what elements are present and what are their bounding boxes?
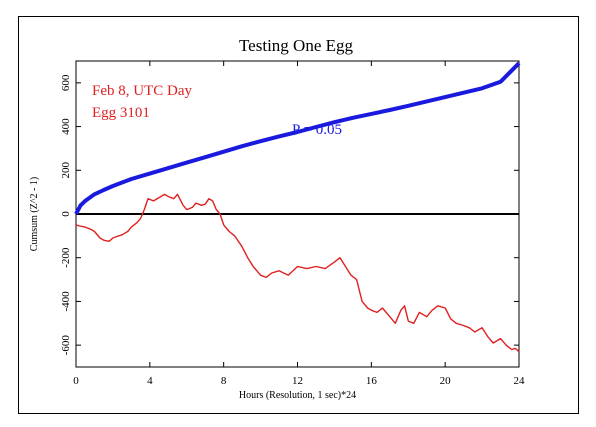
x-tick-label: 24 (514, 375, 526, 387)
x-tick-label: 16 (366, 375, 378, 387)
y-tick-label: 200 (60, 162, 72, 179)
y-axis-label: Cumsum (Z^2 - 1) (29, 177, 40, 251)
annotation-p-value: P = 0.05 (292, 122, 342, 138)
x-tick-label: 0 (73, 375, 79, 387)
y-tick-label: 400 (60, 118, 72, 135)
x-tick-label: 4 (147, 375, 153, 387)
x-tick-label: 20 (440, 375, 452, 387)
y-tick-label: -600 (60, 335, 72, 356)
chart: Testing One Egg 0 4 8 12 16 20 24 -600 -400 -200… (29, 36, 525, 401)
y-tick-label: 0 (60, 211, 72, 217)
y-tick-label: -400 (60, 291, 72, 312)
x-axis: 0 4 8 12 16 20 24 (73, 61, 525, 387)
annotation-egg: Egg 3101 (92, 105, 150, 121)
y-tick-label: 600 (60, 74, 72, 91)
chart-frame: Testing One Egg 0 4 8 12 16 20 24 -600 -400 -200… (18, 16, 579, 414)
x-axis-label: Hours (Resolution, 1 sec)*24 (239, 390, 356, 401)
series-line-probability-envelope (74, 61, 521, 215)
series-line-cumsum (75, 193, 520, 353)
series-group (74, 61, 521, 353)
x-tick-label: 8 (221, 375, 227, 387)
y-axis: -600 -400 -200 0 200 400 600 (60, 74, 519, 355)
chart-title: Testing One Egg (239, 36, 354, 55)
y-tick-label: -200 (60, 247, 72, 268)
x-tick-label: 12 (292, 375, 303, 387)
annotation-date: Feb 8, UTC Day (92, 83, 192, 99)
